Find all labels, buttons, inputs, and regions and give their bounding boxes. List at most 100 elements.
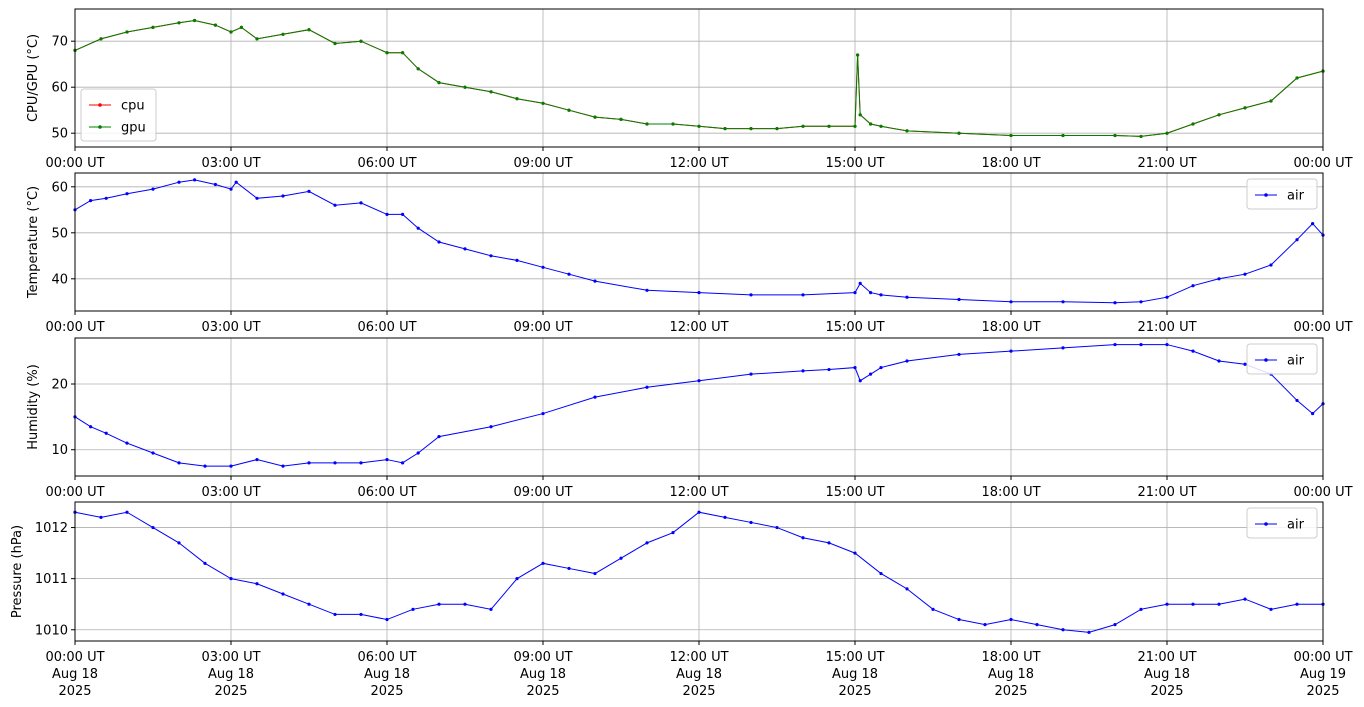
data-point-gpu xyxy=(905,129,909,133)
data-point-gpu xyxy=(869,122,873,126)
data-point-air xyxy=(749,293,753,297)
legend-label-air: air xyxy=(1287,354,1305,369)
data-point-air xyxy=(1311,222,1315,226)
data-point-air xyxy=(1311,411,1315,416)
legend-box xyxy=(1246,178,1318,210)
data-point-air xyxy=(463,247,467,251)
data-point-air xyxy=(151,525,155,530)
x-tick-label: 18:00 UT xyxy=(981,485,1040,500)
x-tick-label: 12:00 UT Aug 18 2025 xyxy=(669,650,728,699)
data-point-air xyxy=(1139,342,1143,347)
data-point-gpu xyxy=(1165,131,1169,135)
data-point-air xyxy=(567,272,571,276)
data-point-air xyxy=(463,602,467,606)
data-point-air xyxy=(1191,284,1195,288)
data-point-gpu xyxy=(749,127,753,131)
data-point-gpu xyxy=(193,18,197,23)
series-air xyxy=(73,342,1325,468)
data-point-gpu xyxy=(463,85,467,89)
data-point-air xyxy=(1009,300,1013,304)
data-point-gpu xyxy=(541,101,545,105)
panel-1: 50 60 70 00:00 UT 03:00 UT 06:00 UT 09:00 UT 12… xyxy=(26,8,1353,171)
data-point-air xyxy=(255,457,259,462)
data-point-air xyxy=(234,180,238,184)
data-point-air xyxy=(104,196,108,200)
y-tick-label: 40 xyxy=(51,272,68,287)
y-tick-label: 1012 xyxy=(35,521,68,536)
data-point-gpu xyxy=(229,30,233,34)
data-point-air xyxy=(541,265,545,269)
data-point-air xyxy=(1113,301,1117,305)
data-point-air xyxy=(1165,295,1169,299)
data-point-air xyxy=(1217,359,1221,363)
data-point-air xyxy=(1191,349,1195,353)
y-axis-label: Humidity (%) xyxy=(26,364,41,450)
data-point-air xyxy=(827,541,831,545)
data-point-air xyxy=(593,571,597,576)
y-tick-label: 1010 xyxy=(35,623,68,638)
data-point-air xyxy=(151,187,155,191)
data-point-gpu xyxy=(307,28,311,32)
y-tick-label: 10 xyxy=(51,443,68,458)
x-tick-label: 00:00 UT Aug 19 2025 xyxy=(1293,650,1352,699)
y-tick-label: 60 xyxy=(51,81,68,96)
grid xyxy=(75,173,1323,311)
x-tick-label: 00:00 UT xyxy=(1293,156,1352,171)
data-point-gpu xyxy=(1295,76,1299,80)
data-point-air xyxy=(749,520,753,525)
data-point-air xyxy=(307,189,311,193)
data-point-air xyxy=(671,531,675,535)
data-point-gpu xyxy=(416,67,420,71)
x-tick-label: 03:00 UT xyxy=(201,156,260,171)
data-point-air xyxy=(1269,263,1273,267)
data-point-gpu xyxy=(645,122,649,126)
data-point-air xyxy=(411,607,415,611)
panel-3: 10 20 00:00 UT 03:00 UT 06:00 UT 09:00 UT 12:0… xyxy=(26,337,1353,500)
data-point-air xyxy=(1139,607,1143,611)
data-point-gpu xyxy=(671,122,675,126)
data-point-gpu xyxy=(827,124,831,128)
data-point-air xyxy=(905,587,909,591)
x-tick-label: 09:00 UT xyxy=(513,485,572,500)
legend-label-air: air xyxy=(1287,518,1305,533)
legend: air xyxy=(1246,343,1318,375)
data-point-air xyxy=(177,541,181,545)
data-point-air xyxy=(858,281,862,285)
data-point-air xyxy=(99,515,103,519)
x-tick-label: 21:00 UT xyxy=(1137,320,1196,335)
grid xyxy=(75,502,1323,641)
data-point-air xyxy=(385,457,389,462)
data-point-air xyxy=(853,291,857,295)
x-tick-label: 03:00 UT xyxy=(201,320,260,335)
data-point-air xyxy=(541,561,545,565)
x-tick-label: 12:00 UT xyxy=(669,485,728,500)
data-point-air xyxy=(333,612,337,617)
data-point-gpu xyxy=(281,32,285,36)
legend-marker-air xyxy=(1264,193,1268,197)
data-point-air xyxy=(645,541,649,545)
data-point-gpu xyxy=(255,37,259,41)
data-point-air xyxy=(1269,607,1273,611)
data-point-air xyxy=(957,297,961,302)
x-tick-label: 03:00 UT xyxy=(201,485,260,500)
y-tick-label: 60 xyxy=(51,180,68,195)
x-tick-label: 06:00 UT xyxy=(357,485,416,500)
data-point-gpu xyxy=(489,90,493,94)
data-point-gpu xyxy=(957,131,961,135)
x-tick-label: 06:00 UT xyxy=(357,156,416,171)
data-point-air xyxy=(957,617,961,622)
data-point-air xyxy=(879,365,883,370)
x-tick-label: 21:00 UT xyxy=(1137,156,1196,171)
y-axis-label: Temperature (°C) xyxy=(26,186,41,299)
data-point-air xyxy=(749,372,753,376)
data-point-gpu xyxy=(1113,133,1117,138)
x-tick-label: 00:00 UT xyxy=(1293,485,1352,500)
y-tick-label: 50 xyxy=(51,127,68,142)
data-point-air xyxy=(489,607,493,611)
x-tick-label: 15:00 UT xyxy=(825,320,884,335)
data-point-gpu xyxy=(775,127,779,131)
data-point-gpu xyxy=(697,124,701,128)
y-tick-label: 70 xyxy=(51,35,68,50)
data-point-air xyxy=(723,515,727,519)
